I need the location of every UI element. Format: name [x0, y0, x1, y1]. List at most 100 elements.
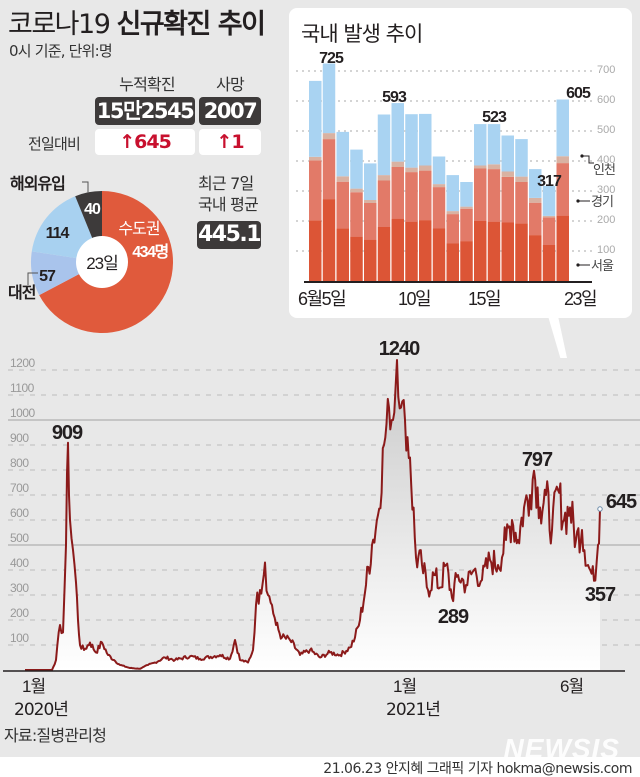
- line-y-tick: 700: [10, 481, 29, 495]
- bar-segment-서울: [405, 221, 418, 281]
- other-region-value: 114: [46, 225, 70, 242]
- bar-y-tick: 700: [597, 64, 615, 76]
- bar-segment-서울: [377, 227, 391, 281]
- cumulative-value-badge: 15만2545: [95, 97, 195, 125]
- bar-segment-경기: [460, 208, 473, 242]
- weekly-average-badge: 445.1: [197, 221, 262, 249]
- legend-incheon-line: [582, 155, 594, 164]
- bar-segment-서울: [515, 223, 528, 281]
- bar-segment-기타: [487, 124, 501, 165]
- bar-segment-서울: [542, 245, 556, 281]
- line-y-tick: 1000: [10, 406, 36, 420]
- donut-hole: [76, 236, 128, 288]
- bar-chart-bars: [309, 63, 569, 281]
- bar-segment-서울: [419, 220, 432, 281]
- line-y-tick: 800: [10, 456, 29, 470]
- bar-segment-서울: [501, 222, 514, 281]
- bar-segment-경기: [487, 169, 501, 222]
- bar-segment-기타: [432, 156, 446, 185]
- peak-label-797: 797: [522, 449, 553, 471]
- bar-segment-인천: [364, 200, 377, 203]
- bar-segment-경기: [529, 202, 542, 236]
- bar-segment-서울: [350, 236, 363, 281]
- bar-segment-경기: [364, 203, 377, 240]
- legend-seoul-dot: [576, 263, 580, 267]
- bar-segment-기타: [419, 113, 432, 166]
- bar-segment-경기: [322, 139, 336, 200]
- bar-segment-인천: [419, 165, 432, 171]
- daily-cases-line-chart: 1200 1100 1000 900 800 700 600 500 400 3…: [3, 338, 640, 696]
- infographic-panel: 코로나19 신규확진 추이 0시 기준, 단위:명 누적확진 사망 15만254…: [0, 0, 640, 757]
- cases-area-fill: [25, 360, 600, 670]
- bar-chart-y-ticks: 700 600 500 400 300 200 100: [597, 64, 615, 256]
- bar-segment-서울: [446, 243, 459, 281]
- bar-segment-인천: [336, 176, 349, 182]
- bar-x-label: 23일: [564, 289, 596, 309]
- bar-segment-경기: [515, 182, 528, 224]
- bar-segment-서울: [336, 228, 349, 281]
- bar-segment-기타: [391, 103, 404, 162]
- bar-segment-기타: [556, 99, 569, 157]
- bar-segment-서울: [529, 235, 542, 281]
- cumulative-label: 누적확진: [119, 75, 175, 94]
- bar-segment-기타: [474, 124, 487, 166]
- line-y-tick: 400: [10, 556, 29, 570]
- bar-total-label: 523: [482, 109, 507, 126]
- bar-segment-기타: [364, 163, 377, 200]
- bar-segment-인천: [501, 171, 514, 177]
- bar-segment-인천: [529, 197, 542, 203]
- bar-segment-서울: [556, 215, 569, 281]
- daejeon-value: 57: [39, 268, 56, 285]
- bar-y-tick: 200: [597, 214, 615, 226]
- latest-label-645: 645: [606, 491, 637, 513]
- bar-y-tick: 600: [597, 94, 615, 106]
- legend-seoul-label: 서울: [591, 258, 614, 273]
- bar-segment-기타: [350, 149, 363, 189]
- bar-segment-서울: [487, 221, 501, 281]
- line-y-tick: 600: [10, 506, 29, 520]
- bar-segment-서울: [432, 228, 446, 281]
- deaths-value-badge: 2007: [199, 97, 261, 125]
- avg-label-line1: 최근 7일: [198, 174, 254, 193]
- bar-segment-인천: [474, 165, 487, 169]
- bar-segment-경기: [501, 176, 514, 223]
- inset-title: 국내 발생 추이: [301, 22, 423, 46]
- bar-segment-서울: [364, 239, 377, 281]
- bar-y-tick: 500: [597, 124, 615, 136]
- bar-segment-기타: [515, 139, 528, 177]
- bar-segment-서울: [322, 199, 336, 281]
- bar-segment-경기: [556, 163, 569, 216]
- bar-segment-인천: [309, 156, 322, 161]
- line-y-tick: 500: [10, 531, 29, 545]
- bar-segment-경기: [391, 167, 404, 219]
- bar-segment-인천: [377, 175, 391, 181]
- line-y-tick: 1200: [10, 356, 36, 370]
- bar-segment-서울: [460, 241, 473, 281]
- bar-segment-경기: [377, 180, 391, 227]
- bar-segment-경기: [419, 170, 432, 221]
- deaths-change-badge: ↑1: [199, 129, 261, 155]
- bar-segment-인천: [487, 164, 501, 170]
- daejeon-label: 대전: [8, 284, 36, 302]
- bar-segment-경기: [474, 168, 487, 221]
- line-y-tick: 100: [10, 631, 29, 645]
- donut-segments: [31, 190, 174, 333]
- line-y-tick: 900: [10, 431, 29, 445]
- bar-segment-서울: [391, 218, 404, 281]
- capital-area-label: 수도권: [118, 220, 159, 238]
- line-chart-y-ticks: 1200 1100 1000 900 800 700 600 500 400 3…: [10, 356, 36, 645]
- bar-segment-기타: [446, 175, 459, 212]
- x-month-label: 1월: [22, 677, 45, 696]
- bar-segment-인천: [391, 161, 404, 167]
- page-title: 코로나19 신규확진 추이: [8, 2, 266, 41]
- capital-area-value: 434명: [132, 243, 168, 261]
- bar-segment-인천: [350, 188, 363, 193]
- line-y-tick: 1100: [10, 381, 35, 395]
- bar-segment-인천: [432, 184, 446, 188]
- donut-chart: 23일 수도권 434명 40 114 57 해외유입 대전: [8, 175, 174, 333]
- bar-segment-경기: [309, 160, 322, 221]
- bar-segment-서울: [309, 220, 322, 281]
- overseas-leader-line: [82, 181, 89, 192]
- bar-segment-기타: [542, 185, 556, 216]
- legend-incheon-dot: [580, 154, 584, 158]
